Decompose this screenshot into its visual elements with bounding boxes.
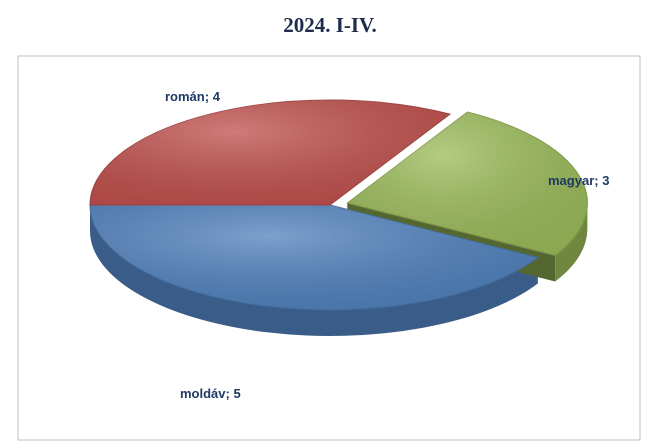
label-category: magyar [548, 173, 594, 188]
label-value: 3 [602, 173, 609, 188]
label-category: moldáv [180, 386, 226, 401]
label-separator: ; [226, 386, 234, 401]
label-value: 4 [213, 89, 221, 104]
slice-shine [90, 205, 538, 310]
label-category: román [165, 89, 205, 104]
slice-shine [90, 99, 450, 205]
slice-shine [347, 112, 588, 256]
pie [89, 99, 588, 337]
chart-title: 2024. I-IV. [283, 13, 377, 37]
label-separator: ; [205, 89, 213, 104]
slice-side [555, 202, 588, 282]
label-separator: ; [594, 173, 602, 188]
label-value: 5 [233, 386, 240, 401]
data-label: moldáv; 5 [180, 386, 241, 401]
data-label: magyar; 3 [548, 173, 609, 188]
slice-side [90, 205, 538, 337]
data-label: román; 4 [165, 89, 221, 104]
